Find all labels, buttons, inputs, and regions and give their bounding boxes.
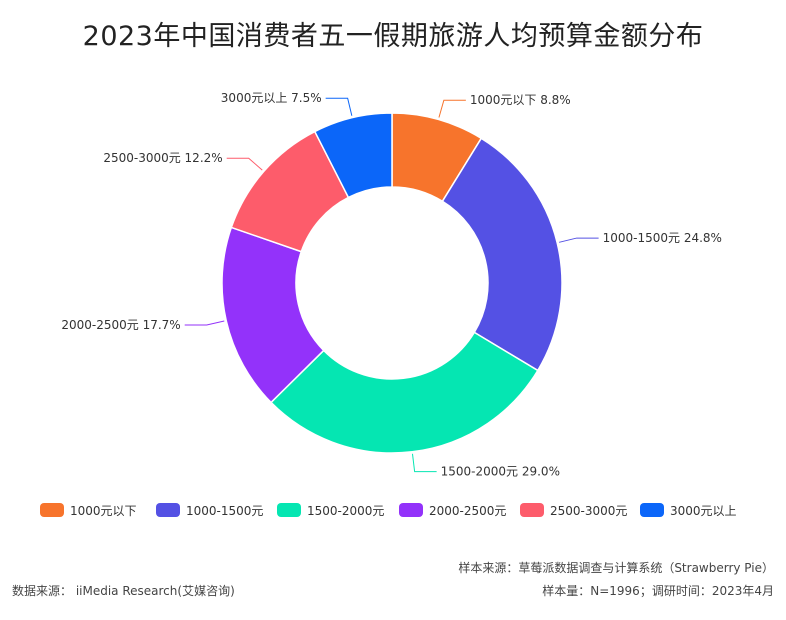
sample-source-text: 样本来源：草莓派数据调查与计算系统（Strawberry Pie） (458, 561, 774, 575)
legend-item-6[interactable]: 3000元以上 (640, 498, 737, 522)
legend-item-5[interactable]: 2500-3000元 (520, 498, 627, 522)
slices-layer (221, 112, 563, 454)
leader-line-2 (559, 237, 599, 243)
legend-item-1[interactable]: 1000元以下 (40, 498, 137, 522)
slice-label-6: 3000元以上 7.5% (221, 91, 322, 105)
leader-line-1 (438, 99, 466, 118)
leader-line-4 (184, 320, 225, 326)
leader-line-5 (226, 157, 263, 171)
legend-label: 2500-3000元 (550, 503, 628, 518)
slice-6[interactable] (313, 112, 393, 199)
leader-lines-layer (184, 97, 599, 473)
legend-swatch (40, 503, 64, 517)
legend-swatch (640, 503, 664, 517)
legend-label: 1000-1500元 (186, 503, 264, 518)
donut-chart: 1000元以下 8.8% 1000-1500元 24.8% 1500-2000元 2… (61, 91, 722, 478)
leader-line-3 (411, 453, 437, 473)
legend-swatch (520, 503, 544, 517)
slice-label-5: 2500-3000元 12.2% (103, 151, 222, 165)
slice-label-2: 1000-1500元 24.8% (603, 231, 722, 245)
slice-2[interactable] (441, 137, 563, 372)
slice-label-1: 1000元以下 8.8% (470, 93, 571, 107)
legend-item-2[interactable]: 1000-1500元 (156, 498, 263, 522)
sample-info-text: 样本量：N=1996；调研时间：2023年4月 (542, 584, 774, 598)
slice-labels-layer: 1000元以下 8.8% 1000-1500元 24.8% 1500-2000元 2… (61, 91, 722, 478)
leader-line-6 (325, 97, 353, 116)
legend-swatch (277, 503, 301, 517)
chart-title: 2023年中国消费者五一假期旅游人均预算金额分布 (82, 21, 704, 52)
slice-label-4: 2000-2500元 17.7% (61, 318, 180, 332)
legend-swatch (399, 503, 423, 517)
legend-item-3[interactable]: 1500-2000元 (277, 498, 384, 522)
legend-swatch (156, 503, 180, 517)
slice-label-3: 1500-2000元 29.0% (441, 465, 560, 479)
legend-label: 1000元以下 (70, 503, 137, 518)
legend-label: 1500-2000元 (307, 503, 385, 518)
legend: 1000元以下 1000-1500元 1500-2000元 2000-2500元 250… (40, 498, 780, 522)
legend-label: 2000-2500元 (429, 503, 507, 518)
slice-3[interactable] (269, 331, 539, 454)
legend-label: 3000元以上 (670, 503, 737, 518)
data-source-text: 数据来源： iiMedia Research(艾媒咨询) (12, 584, 235, 598)
legend-item-4[interactable]: 2000-2500元 (399, 498, 506, 522)
